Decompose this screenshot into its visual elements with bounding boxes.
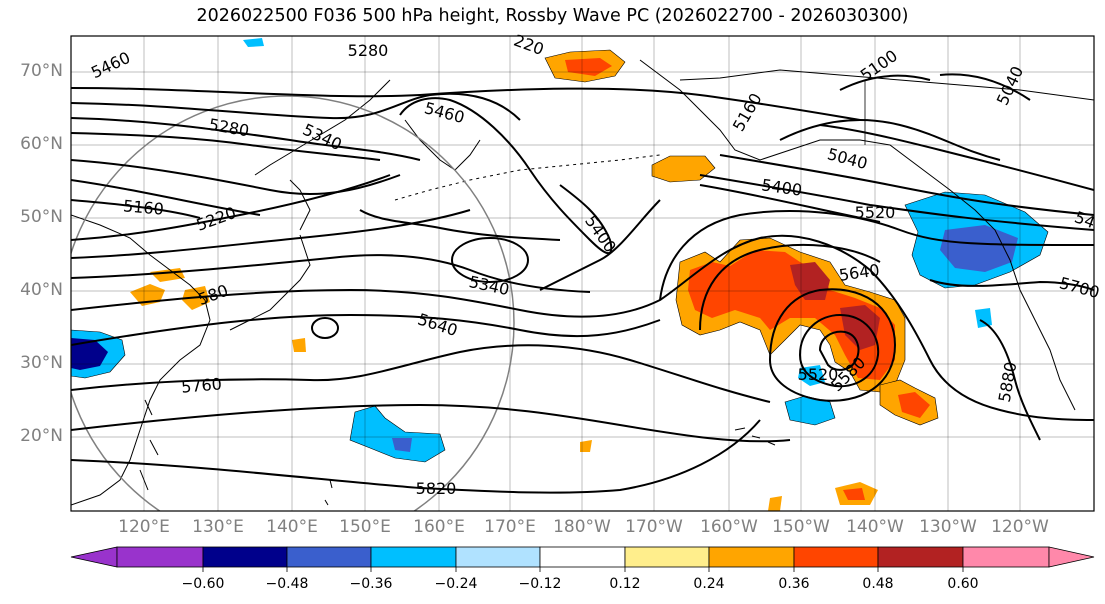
map-title: 2026022500 F036 500 hPa height, Rossby W… <box>196 6 909 26</box>
contour-label: 5520 <box>855 203 896 222</box>
lon-label: 150°W <box>772 517 830 537</box>
colorbar-tick-label: −0.60 <box>181 576 225 592</box>
lat-label: 30°N <box>20 353 63 373</box>
lon-label: 160°E <box>413 517 465 537</box>
negative-anomaly-subtropical <box>349 405 446 463</box>
map-frame <box>70 35 1095 512</box>
contour-label: 5820 <box>416 479 457 498</box>
colorbar-tick-label: −0.12 <box>518 576 562 592</box>
colorbar-tick-label: 0.48 <box>862 576 894 592</box>
colorbar-segment <box>877 546 964 568</box>
contour-label: 5520 <box>798 365 839 384</box>
colorbar-segment <box>793 546 879 568</box>
lon-label: 160°W <box>700 517 758 537</box>
colorbar-tick-label: 0.12 <box>609 576 641 592</box>
lat-label: 40°N <box>20 280 63 300</box>
colorbar-segment <box>116 546 204 568</box>
lon-label: 140°W <box>846 517 904 537</box>
reference-circle <box>71 95 515 511</box>
colorbar-tick-label: −0.48 <box>265 576 309 592</box>
lon-label: 140°E <box>266 517 318 537</box>
lon-label: 120°W <box>991 517 1049 537</box>
colorbar-tick-label: −0.24 <box>434 576 478 592</box>
lat-label: 60°N <box>20 134 63 154</box>
lon-label: 130°E <box>192 517 244 537</box>
colorbar-segment <box>455 546 541 568</box>
lon-label: 170°W <box>625 517 683 537</box>
lat-label: 50°N <box>20 207 63 227</box>
lon-label: 170°E <box>484 517 536 537</box>
contour-label: 5160 <box>122 196 164 218</box>
colorbar-segment <box>539 546 626 568</box>
colorbar-segment <box>708 546 795 568</box>
colorbar-tick-label: −0.36 <box>349 576 393 592</box>
colorbar-tick-label: 0.24 <box>693 576 725 592</box>
lon-label: 120°E <box>118 517 170 537</box>
colorbar <box>70 546 1095 572</box>
lat-label: 20°N <box>20 426 63 446</box>
colorbar-segment <box>962 546 1050 568</box>
colorbar-upper-extension <box>1048 546 1095 568</box>
lon-label: 130°W <box>919 517 977 537</box>
colorbar-segment <box>202 546 288 568</box>
lon-label: 180°W <box>553 517 611 537</box>
colorbar-tick-label: 0.60 <box>947 576 979 592</box>
contour-label: 5760 <box>180 374 222 396</box>
colorbar-segment <box>624 546 710 568</box>
gridlines <box>71 36 1094 511</box>
lat-label: 70°N <box>20 61 63 81</box>
colorbar-lower-extension <box>70 546 118 568</box>
height-contours <box>71 73 1094 494</box>
lon-label: 150°E <box>339 517 391 537</box>
colorbar-tick-label: 0.36 <box>778 576 810 592</box>
colorbar-segment <box>370 546 457 568</box>
colorbar-segment <box>286 546 372 568</box>
contour-label: 5280 <box>348 41 389 60</box>
